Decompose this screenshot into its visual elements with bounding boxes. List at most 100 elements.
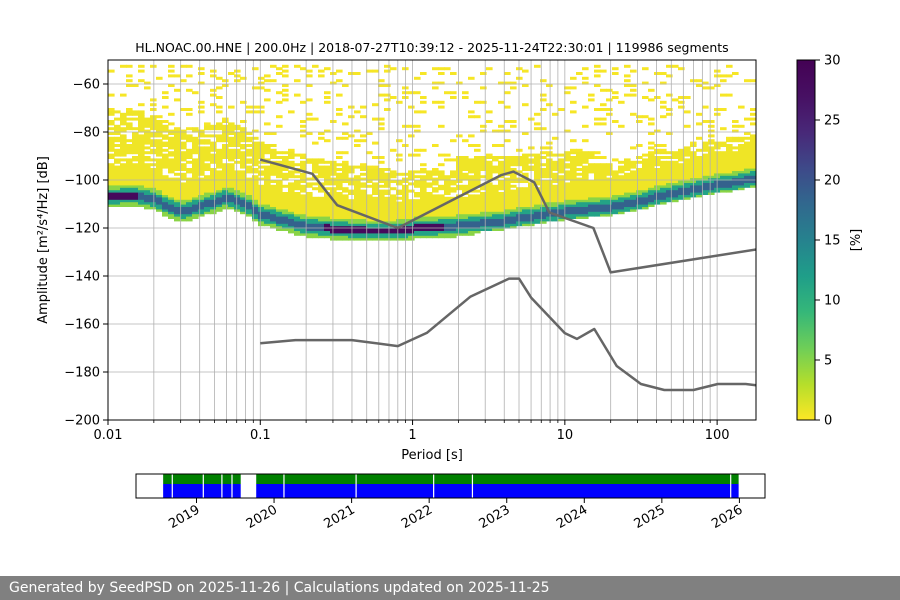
heatmap-bin xyxy=(228,151,235,155)
heatmap-bin xyxy=(570,175,577,179)
heatmap-bin xyxy=(468,175,475,179)
heatmap-bin xyxy=(366,165,373,169)
heatmap-bin xyxy=(450,223,457,227)
heatmap-bin xyxy=(750,182,756,186)
heatmap-bin xyxy=(234,199,241,203)
heatmap-bin xyxy=(354,72,361,75)
heatmap-bin xyxy=(432,232,439,236)
heatmap-bin xyxy=(282,211,289,215)
heatmap-bin xyxy=(222,172,229,176)
heatmap-bin xyxy=(534,194,541,198)
heatmap-bin xyxy=(558,218,565,222)
heatmap-bin xyxy=(192,187,199,191)
heatmap-bin xyxy=(510,223,517,227)
noise-model-curves xyxy=(259,158,756,392)
heatmap-bin xyxy=(282,168,289,171)
heatmap-bin xyxy=(318,196,325,200)
heatmap-bin xyxy=(114,194,121,198)
heatmap-bin xyxy=(666,196,673,200)
heatmap-bin xyxy=(144,170,151,174)
heatmap-bin xyxy=(186,180,193,183)
heatmap-bin xyxy=(246,136,253,140)
heatmap-bin xyxy=(108,108,115,111)
heatmap-bin xyxy=(294,196,301,200)
heatmap-bin xyxy=(366,213,373,217)
heatmap-bin xyxy=(462,160,469,164)
heatmap-bin xyxy=(168,139,175,143)
heatmap-bin xyxy=(702,156,709,159)
heatmap-bin xyxy=(720,74,727,78)
heatmap-bin xyxy=(642,206,649,210)
heatmap-bin xyxy=(474,156,481,159)
heatmap-bin xyxy=(576,192,583,195)
heatmap-bin xyxy=(456,204,463,207)
heatmap-bin xyxy=(474,228,481,231)
heatmap-bin xyxy=(360,182,367,186)
heatmap-bin xyxy=(546,151,553,155)
heatmap-bin xyxy=(390,201,397,205)
heatmap-bin xyxy=(744,175,751,179)
heatmap-bin xyxy=(180,194,187,198)
heatmap-bin xyxy=(276,124,283,128)
heatmap-bin xyxy=(246,206,253,210)
heatmap-bin xyxy=(234,180,241,183)
heatmap-bin xyxy=(168,153,175,157)
heatmap-bin xyxy=(684,182,691,186)
heatmap-bin xyxy=(564,194,571,198)
heatmap-bin xyxy=(270,211,277,215)
heatmap-bin xyxy=(726,74,733,78)
heatmap-bin xyxy=(276,218,283,222)
heatmap-bin xyxy=(270,184,277,188)
heatmap-bin xyxy=(654,144,661,147)
heatmap-bin xyxy=(162,177,169,181)
heatmap-bin xyxy=(108,201,115,205)
heatmap-bin xyxy=(642,194,649,198)
heatmap-bin xyxy=(600,122,607,126)
heatmap-bin xyxy=(438,201,445,205)
heatmap-bin xyxy=(570,192,577,195)
heatmap-bin xyxy=(546,172,553,176)
heatmap-bin xyxy=(108,156,115,159)
heatmap-bin xyxy=(420,177,427,181)
heatmap-bin xyxy=(108,163,115,167)
heatmap-bin xyxy=(258,81,265,85)
heatmap-bin xyxy=(360,189,367,193)
heatmap-bin xyxy=(540,187,547,191)
heatmap-bin xyxy=(588,184,595,188)
heatmap-bin xyxy=(198,146,205,150)
heatmap-bin xyxy=(282,206,289,210)
heatmap-bin xyxy=(570,165,577,169)
heatmap-bin xyxy=(606,208,613,212)
heatmap-bin xyxy=(612,196,619,200)
heatmap-bin xyxy=(390,204,397,207)
heatmap-bin xyxy=(684,163,691,167)
heatmap-bin xyxy=(360,172,367,176)
heatmap-bin xyxy=(432,189,439,193)
heatmap-bin xyxy=(546,84,553,87)
heatmap-bin xyxy=(672,199,679,203)
heatmap-bin xyxy=(132,158,139,162)
heatmap-bin xyxy=(504,206,511,210)
heatmap-bin xyxy=(384,177,391,181)
heatmap-bin xyxy=(150,189,157,193)
heatmap-bin xyxy=(408,223,415,227)
heatmap-bin xyxy=(300,213,307,217)
heatmap-bin xyxy=(240,177,247,181)
heatmap-bin xyxy=(174,74,181,78)
heatmap-bin xyxy=(252,204,259,207)
heatmap-bin xyxy=(210,134,217,138)
coverage-gap xyxy=(433,474,435,498)
heatmap-bin xyxy=(732,177,739,181)
heatmap-bin xyxy=(570,199,577,203)
data-coverage-segment xyxy=(163,484,241,498)
heatmap-bin xyxy=(372,189,379,193)
heatmap-bin xyxy=(720,172,727,176)
coverage-gap xyxy=(355,474,357,498)
heatmap-bin xyxy=(174,184,181,188)
heatmap-bin xyxy=(180,206,187,210)
heatmap-bin xyxy=(564,187,571,191)
heatmap-bin xyxy=(282,184,289,188)
heatmap-bin xyxy=(666,163,673,167)
heatmap-bin xyxy=(468,180,475,183)
heatmap-bin xyxy=(204,134,211,138)
